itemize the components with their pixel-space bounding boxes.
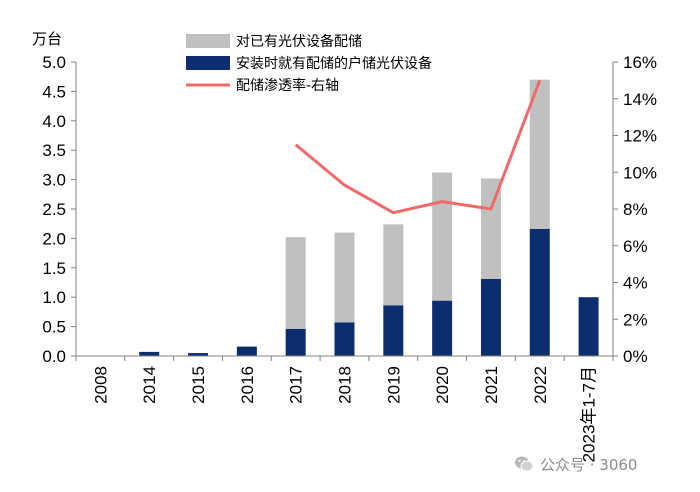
bar-new-install-storage-5 [334, 322, 355, 356]
watermark: 公众号 · 3060 [514, 452, 637, 476]
right-tick-label-5: 10% [623, 163, 657, 182]
x-tick-label-6: 2019 [384, 366, 403, 404]
bar-new-install-storage-7 [432, 300, 453, 356]
x-tick-label-10: 2023年1-7月 [580, 366, 599, 462]
right-tick-label-1: 2% [623, 310, 648, 329]
bar-new-install-storage-10 [578, 297, 599, 356]
x-tick-label-0: 2008 [91, 366, 110, 404]
legend-swatch-0 [186, 34, 230, 48]
x-tick-label-8: 2021 [482, 366, 501, 404]
legend-swatch-1 [186, 56, 230, 70]
left-tick-label-0: 0.0 [42, 347, 66, 366]
wechat-icon [515, 456, 534, 472]
bar-new-install-storage-6 [383, 305, 404, 356]
right-tick-label-0: 0% [623, 347, 648, 366]
left-tick-label-10: 5.0 [42, 53, 66, 72]
left-tick-label-9: 4.5 [42, 82, 66, 101]
bar-new-install-storage-9 [529, 228, 550, 356]
right-tick-label-8: 16% [623, 53, 657, 72]
bar-new-install-storage-4 [285, 328, 306, 356]
left-tick-label-8: 4.0 [42, 112, 66, 131]
bar-new-install-storage-8 [480, 278, 501, 356]
bar-existing-pv-retrofit-7 [432, 172, 453, 301]
x-tick-label-5: 2018 [336, 366, 355, 404]
x-tick-label-7: 2020 [433, 366, 452, 404]
right-tick-label-4: 8% [623, 200, 648, 219]
right-tick-label-7: 14% [623, 90, 657, 109]
legend-label-1: 安装时就有配储的户储光伏设备 [236, 55, 432, 72]
x-tick-label-3: 2016 [238, 366, 257, 404]
right-tick-label-6: 12% [623, 127, 657, 146]
bar-existing-pv-retrofit-4 [285, 237, 306, 329]
left-tick-label-3: 1.5 [42, 259, 66, 278]
legend-label-2: 配储渗透率-右轴 [236, 77, 339, 94]
left-tick-label-7: 3.5 [42, 141, 66, 160]
bar-new-install-storage-3 [236, 346, 257, 356]
watermark-text: 公众号 · 3060 [540, 455, 638, 474]
left-tick-label-1: 0.5 [42, 318, 66, 337]
penetration-rate-line [294, 79, 542, 215]
x-tick-label-1: 2014 [140, 366, 159, 404]
bar-existing-pv-retrofit-9 [529, 79, 550, 229]
left-axis-unit-label: 万台 [32, 30, 62, 48]
bar-existing-pv-retrofit-6 [383, 224, 404, 306]
x-tick-label-2: 2015 [189, 366, 208, 404]
left-tick-label-6: 3.0 [42, 171, 66, 190]
legend-label-0: 对已有光伏设备配储 [236, 33, 362, 50]
bar-new-install-storage-2 [188, 353, 209, 356]
x-tick-label-4: 2017 [287, 366, 306, 404]
bar-existing-pv-retrofit-5 [334, 232, 355, 323]
right-tick-label-3: 6% [623, 237, 648, 256]
x-tick-label-9: 2022 [531, 366, 550, 404]
left-tick-label-2: 1.0 [42, 288, 66, 307]
left-tick-label-5: 2.5 [42, 200, 66, 219]
left-tick-label-4: 2.0 [42, 229, 66, 248]
right-tick-label-2: 4% [623, 274, 648, 293]
bar-existing-pv-retrofit-8 [480, 178, 501, 279]
bar-new-install-storage-1 [139, 351, 160, 356]
